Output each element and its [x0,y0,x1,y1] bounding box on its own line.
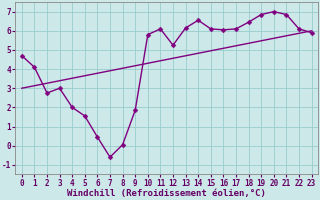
X-axis label: Windchill (Refroidissement éolien,°C): Windchill (Refroidissement éolien,°C) [67,189,266,198]
